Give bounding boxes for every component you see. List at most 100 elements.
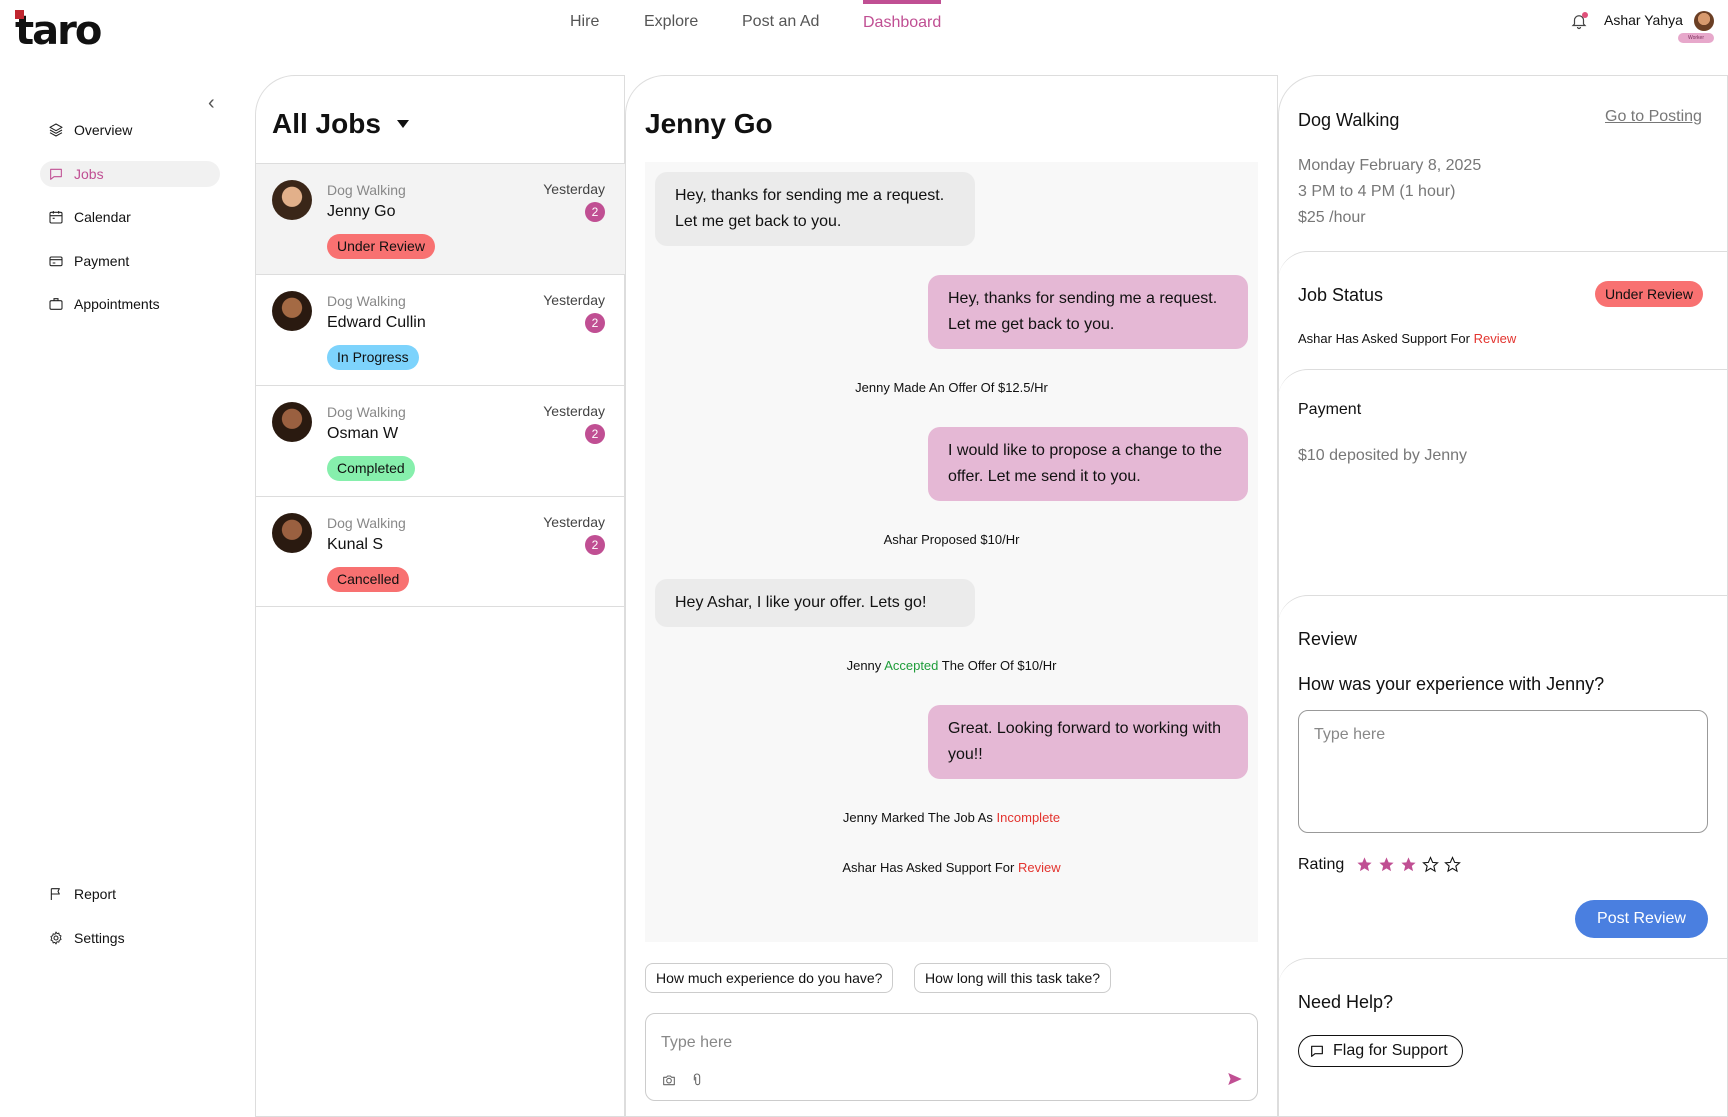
system-message: Jenny Made An Offer Of $12.5/Hr — [855, 380, 1048, 395]
payment-section — [1278, 369, 1728, 595]
user-name[interactable]: Ashar Yahya — [1604, 12, 1683, 28]
review-question: How was your experience with Jenny? — [1298, 674, 1605, 694]
status-badge: Cancelled — [327, 567, 410, 592]
sidebar-item-jobs[interactable]: Jobs — [40, 161, 220, 187]
job-category: Dog Walking — [327, 404, 406, 420]
post-review-button[interactable]: Post Review — [1575, 900, 1708, 938]
star-filled-icon[interactable] — [1378, 856, 1395, 873]
unread-count-badge: 2 — [585, 424, 605, 444]
card-icon — [49, 256, 63, 267]
review-heading: Review — [1298, 629, 1358, 649]
sidebar-item-label: Overview — [74, 122, 133, 138]
user-role-badge: Worker — [1678, 33, 1714, 43]
rating-stars[interactable] — [1356, 856, 1461, 873]
star-filled-icon[interactable] — [1400, 856, 1417, 873]
status-badge: In Progress — [327, 345, 419, 370]
sidebar-item-label: Report — [74, 886, 117, 902]
user-avatar[interactable] — [1694, 11, 1714, 31]
job-card-edward-cullin[interactable]: Dog Walking Edward Cullin Yesterday 2 In… — [256, 274, 625, 385]
job-person-name: Jenny Go — [327, 203, 396, 220]
unread-count-badge: 2 — [585, 313, 605, 333]
system-message: Jenny Accepted The Offer Of $10/Hr — [846, 658, 1057, 673]
bell-icon[interactable] — [1570, 12, 1588, 30]
star-empty-icon[interactable] — [1422, 856, 1439, 873]
logo-mark — [15, 10, 24, 19]
message-input[interactable]: Type here — [645, 1013, 1258, 1101]
flag-for-support-button[interactable]: Flag for Support — [1298, 1035, 1463, 1067]
quick-reply-duration[interactable]: How long will this task take? — [914, 963, 1112, 993]
sidebar-item-report[interactable]: Report — [40, 881, 220, 907]
sidebar-item-settings[interactable]: Settings — [40, 925, 220, 951]
message-outgoing: Hey, thanks for sending me a request. Le… — [928, 275, 1248, 349]
job-person-name: Kunal S — [327, 536, 384, 553]
job-status-section — [1278, 251, 1728, 369]
review-placeholder: Type here — [1314, 726, 1386, 743]
review-section — [1278, 595, 1728, 958]
nav-post-an-ad[interactable]: Post an Ad — [742, 13, 820, 30]
layers-icon — [49, 123, 63, 137]
job-date: Monday February 8, 2025 — [1298, 157, 1482, 174]
job-category: Dog Walking — [327, 293, 406, 309]
job-category: Dog Walking — [327, 182, 406, 198]
system-message: Ashar Has Asked Support For Review — [842, 860, 1061, 875]
avatar — [272, 402, 312, 442]
sidebar-item-label: Settings — [74, 930, 125, 946]
job-time: Yesterday — [543, 292, 605, 308]
help-heading: Need Help? — [1298, 992, 1394, 1012]
sidebar-item-payment[interactable]: Payment — [40, 248, 220, 274]
camera-icon[interactable] — [661, 1072, 677, 1088]
sidebar-item-appointments[interactable]: Appointments — [40, 291, 220, 317]
star-empty-icon[interactable] — [1444, 856, 1461, 873]
top-navigation: taro Hire Explore Post an Ad Dashboard A… — [0, 0, 1728, 62]
star-filled-icon[interactable] — [1356, 856, 1373, 873]
avatar — [272, 180, 312, 220]
sidebar-item-label: Calendar — [74, 209, 131, 225]
chevron-down-icon — [396, 120, 409, 128]
job-card-kunal-s[interactable]: Dog Walking Kunal S Yesterday 2 Cancelle… — [256, 496, 625, 607]
job-card-osman-w[interactable]: Dog Walking Osman W Yesterday 2 Complete… — [256, 385, 625, 496]
job-card-jenny-go[interactable]: Dog Walking Jenny Go Yesterday 2 Under R… — [256, 163, 625, 274]
avatar — [272, 291, 312, 331]
sidebar-item-overview[interactable]: Overview — [40, 117, 220, 143]
jobs-filter-dropdown[interactable]: All Jobs — [272, 108, 409, 140]
go-to-posting-link[interactable]: Go to Posting — [1605, 108, 1702, 125]
job-status-heading: Job Status — [1298, 285, 1384, 305]
sidebar-item-label: Appointments — [74, 296, 160, 312]
calendar-icon — [49, 211, 63, 224]
nav-explore[interactable]: Explore — [644, 13, 699, 30]
job-title: Dog Walking — [1298, 110, 1400, 130]
nav-hire[interactable]: Hire — [570, 13, 600, 30]
sidebar-item-calendar[interactable]: Calendar — [40, 204, 220, 230]
chat-icon — [1311, 1045, 1323, 1057]
job-time: Yesterday — [543, 514, 605, 530]
sidebar-item-label: Jobs — [74, 166, 104, 182]
job-category: Dog Walking — [327, 515, 406, 531]
review-textarea[interactable]: Type here — [1298, 710, 1708, 833]
gear-icon — [50, 931, 62, 945]
job-status-note: Ashar Has Asked Support For Review — [1298, 331, 1517, 346]
unread-count-badge: 2 — [585, 202, 605, 222]
send-icon[interactable] — [1226, 1070, 1244, 1088]
job-time: Yesterday — [543, 181, 605, 197]
flag-icon — [50, 888, 60, 900]
message-incoming: Hey Ashar, I like your offer. Lets go! — [655, 579, 975, 627]
payment-note: $10 deposited by Jenny — [1298, 447, 1468, 464]
taro-logo[interactable]: taro — [15, 8, 102, 54]
quick-reply-experience[interactable]: How much experience do you have? — [645, 963, 894, 993]
chat-icon — [50, 168, 62, 180]
nav-dashboard[interactable]: Dashboard — [863, 0, 942, 31]
notification-dot — [1582, 12, 1588, 18]
status-badge: Under Review — [327, 234, 435, 259]
system-message: Jenny Marked The Job As Incomplete — [842, 810, 1061, 825]
message-input-placeholder: Type here — [661, 1034, 733, 1051]
job-rate: $25 /hour — [1298, 209, 1366, 226]
collapse-sidebar-icon[interactable]: ‹ — [208, 92, 215, 114]
status-badge: Under Review — [1595, 281, 1703, 307]
system-message: Ashar Proposed $10/Hr — [883, 532, 1020, 547]
message-incoming: Hey, thanks for sending me a request. Le… — [655, 172, 975, 246]
message-outgoing: I would like to propose a change to the … — [928, 427, 1248, 501]
sidebar-item-label: Payment — [74, 253, 130, 269]
briefcase-icon — [49, 298, 63, 310]
chat-title: Jenny Go — [645, 108, 773, 139]
paperclip-icon[interactable] — [689, 1072, 705, 1088]
